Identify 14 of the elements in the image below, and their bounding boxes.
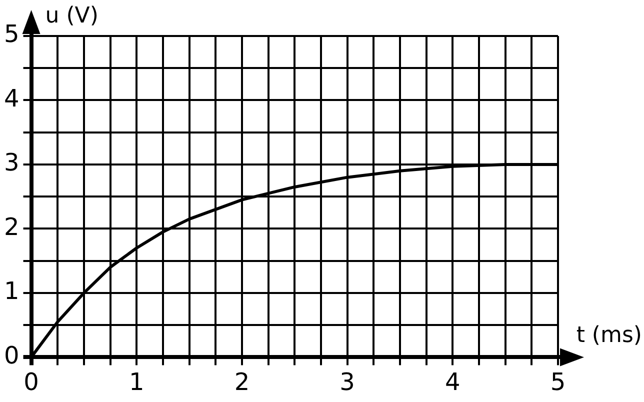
y-tick-label: 5 xyxy=(4,20,20,48)
x-tick-label: 2 xyxy=(234,368,250,396)
y-tick-label: 0 xyxy=(4,341,20,370)
x-tick-label: 5 xyxy=(550,368,566,396)
x-tick-label: 1 xyxy=(128,368,144,396)
x-tick-label: 0 xyxy=(24,368,39,396)
y-tick-label: 4 xyxy=(4,84,20,112)
y-axis-title: u (V) xyxy=(45,4,98,29)
y-tick-label: 2 xyxy=(4,212,20,241)
x-tick-label: 4 xyxy=(445,368,460,396)
x-axis-title: t (ms) xyxy=(576,322,642,348)
y-tick-label: 1 xyxy=(4,277,20,306)
x-tick-label: 3 xyxy=(340,368,355,396)
y-tick-label: 3 xyxy=(4,148,20,177)
